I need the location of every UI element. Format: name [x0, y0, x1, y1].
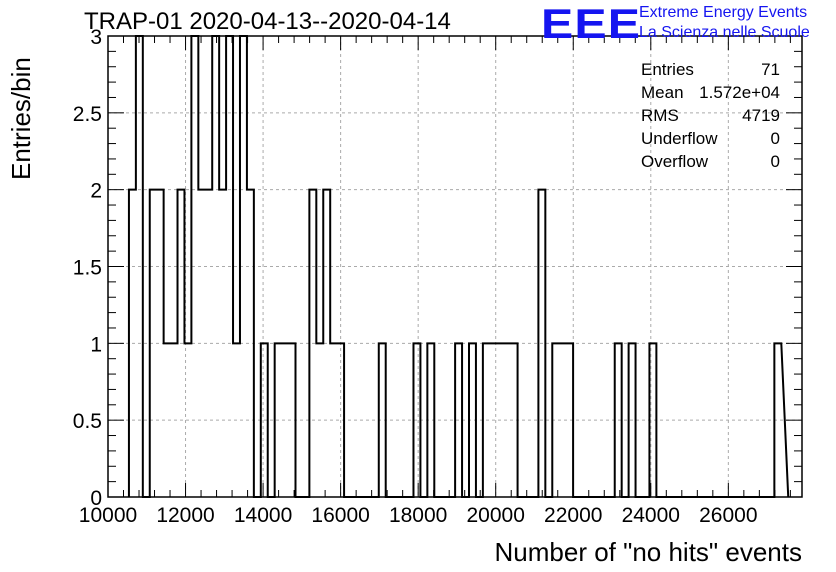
histogram-bin: [191, 36, 198, 497]
histogram-bin: [164, 343, 171, 497]
histogram-bin: [275, 343, 282, 497]
histogram-bin: [413, 343, 420, 497]
y-tick-label: 3: [90, 26, 102, 49]
eee-logo: EEE: [541, 0, 642, 47]
x-tick-label: 10000: [79, 504, 137, 527]
stat-value: 0: [770, 152, 780, 171]
histogram-bin: [379, 343, 386, 497]
x-tick-label: 20000: [467, 504, 525, 527]
histogram-bin: [136, 36, 143, 497]
histogram-bin: [552, 343, 559, 497]
histogram-bin: [455, 343, 462, 497]
stat-label: Underflow: [641, 129, 718, 148]
histogram-bin: [150, 190, 157, 497]
histogram-bin: [212, 36, 219, 497]
histogram-bin: [559, 343, 566, 497]
x-tick-label: 22000: [544, 504, 602, 527]
histogram-bin: [261, 343, 268, 497]
histogram-bin: [469, 343, 476, 497]
stat-value: 1.572e+04: [699, 83, 780, 102]
histogram-bin: [330, 343, 337, 497]
stat-value: 0: [770, 129, 780, 148]
histogram-bin: [205, 190, 212, 497]
histogram-bin: [566, 343, 573, 497]
y-tick-label: 1: [90, 333, 102, 356]
x-tick-label: 16000: [311, 504, 369, 527]
logo-line-1: Extreme Energy Events: [639, 4, 808, 21]
stats-box: Entries 71 Mean 1.572e+04 RMS 4719 Under…: [641, 60, 780, 175]
histogram-bin: [316, 343, 323, 497]
histogram-bin: [504, 343, 511, 497]
histogram-bin: [323, 190, 330, 497]
histogram-bin: [129, 190, 136, 497]
y-tick-label: 0: [90, 487, 102, 510]
y-tick-label: 1.5: [73, 257, 102, 280]
stat-label: Overflow: [641, 152, 709, 171]
logo-line-2: La Scienza nelle Scuole: [639, 24, 810, 41]
histogram-bin: [490, 343, 497, 497]
stat-row-rms: RMS 4719: [641, 106, 780, 129]
histogram-bin: [184, 343, 191, 497]
y-tick-label: 2: [90, 180, 102, 203]
histogram-bin: [282, 343, 289, 497]
histogram-bin: [774, 343, 781, 497]
stat-value: 71: [761, 60, 780, 79]
y-tick-label: 0.5: [73, 410, 102, 433]
histogram-bin: [157, 190, 164, 497]
histogram-bin: [483, 343, 490, 497]
x-axis-label: Number of "no hits" events: [494, 537, 803, 567]
stat-row-mean: Mean 1.572e+04: [641, 83, 780, 106]
histogram-bin: [615, 343, 622, 497]
histogram-bin: [337, 343, 344, 497]
x-tick-label: 14000: [234, 504, 292, 527]
x-tick-label: 26000: [699, 504, 757, 527]
y-tick-label: 2.5: [73, 103, 102, 126]
histogram-bin: [629, 343, 636, 497]
histogram-bin: [178, 190, 185, 497]
y-axis-label: Entries/bin: [6, 57, 36, 180]
chart-title: TRAP-01 2020-04-13--2020-04-14: [84, 8, 451, 35]
stat-value: 4719: [742, 106, 780, 125]
stat-label: Entries: [641, 60, 694, 79]
x-tick-label: 18000: [389, 504, 447, 527]
histogram-bin: [240, 36, 247, 497]
stat-row-overflow: Overflow 0: [641, 152, 780, 175]
histogram-bin: [649, 343, 656, 497]
stat-label: RMS: [641, 106, 679, 125]
stat-row-underflow: Underflow 0: [641, 129, 780, 152]
histogram-bin: [511, 343, 518, 497]
histogram-bin: [219, 190, 226, 497]
histogram-bin: [289, 343, 296, 497]
histogram-bin: [171, 343, 178, 497]
histogram-bin: [247, 190, 254, 497]
stat-row-entries: Entries 71: [641, 60, 780, 83]
histogram-bin: [427, 343, 434, 497]
x-tick-label: 24000: [622, 504, 680, 527]
histogram-bin: [226, 36, 233, 497]
histogram-bin: [497, 343, 504, 497]
x-tick-label: 12000: [156, 504, 214, 527]
histogram-bin: [233, 343, 240, 497]
tick-labels: 10000 12000 14000 16000 18000 20000 22000 24000…: [73, 26, 758, 527]
histogram-bin: [198, 190, 205, 497]
stat-label: Mean: [641, 83, 684, 102]
histogram-bin: [309, 190, 316, 497]
histogram-bin: [538, 190, 545, 497]
axis-ticks: [107, 35, 802, 498]
